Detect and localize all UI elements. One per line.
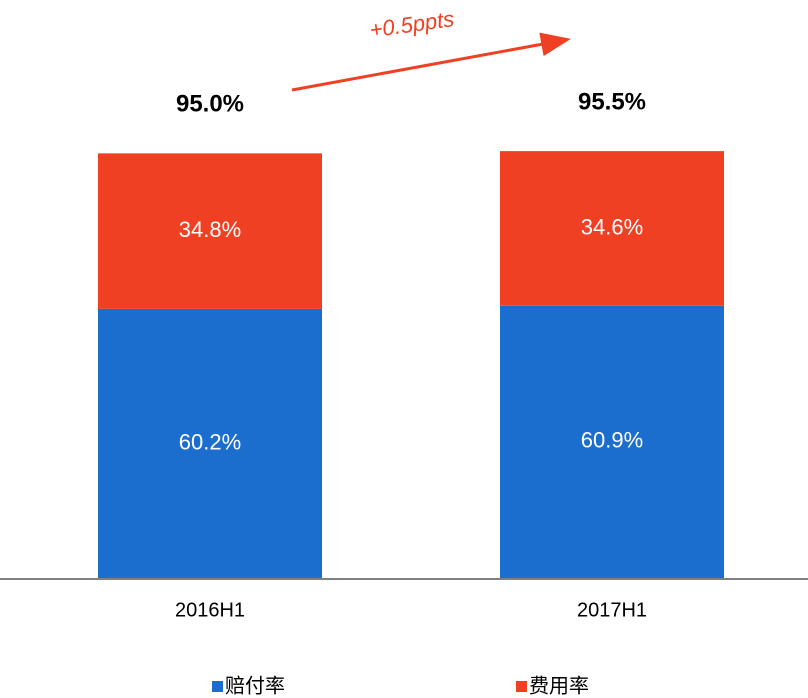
legend-label: 赔付率 [225,674,285,697]
bar-segment [500,151,724,306]
value-label: 60.9% [581,428,643,453]
bar-segment [500,305,724,578]
total-label: 95.0% [176,91,244,118]
legend-label: 费用率 [529,674,589,697]
value-label: 34.6% [581,214,643,239]
x-tick-label: 2016H1 [175,599,245,621]
legend-swatch [212,681,223,692]
value-label: 60.2% [179,429,241,454]
value-label: 34.8% [179,217,241,242]
trend-arrow [291,32,571,92]
bar-segment [98,153,322,309]
annotation: +0.5ppts [368,6,456,43]
x-tick-label: 2017H1 [577,599,647,621]
legend-swatch [516,681,527,692]
total-label: 95.5% [578,88,646,115]
bar-segment [98,308,322,578]
